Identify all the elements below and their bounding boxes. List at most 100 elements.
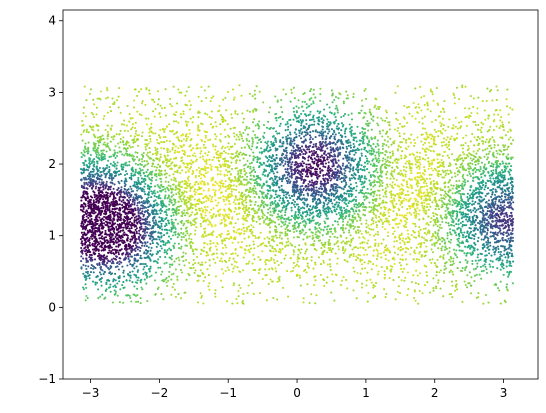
scatter-point <box>126 172 129 175</box>
scatter-point <box>214 245 217 248</box>
scatter-point <box>315 249 318 252</box>
scatter-point <box>423 148 426 151</box>
scatter-point <box>420 197 423 200</box>
scatter-point <box>372 143 375 146</box>
scatter-point <box>306 265 309 268</box>
scatter-point <box>238 84 241 87</box>
scatter-point <box>155 195 158 198</box>
scatter-point <box>440 141 443 144</box>
scatter-point <box>258 151 261 154</box>
scatter-point <box>332 150 335 153</box>
scatter-point <box>207 274 210 277</box>
scatter-point <box>221 260 224 263</box>
scatter-point <box>506 239 509 243</box>
scatter-point <box>134 168 137 171</box>
scatter-point <box>262 101 265 104</box>
scatter-point <box>162 147 166 150</box>
scatter-point <box>214 166 217 169</box>
scatter-point <box>192 258 195 261</box>
scatter-point <box>124 170 128 173</box>
scatter-point <box>123 154 126 157</box>
scatter-point <box>368 111 371 114</box>
scatter-point <box>371 263 375 266</box>
scatter-point <box>115 255 118 258</box>
scatter-point <box>381 119 384 122</box>
scatter-point <box>136 248 139 251</box>
scatter-point <box>270 256 273 260</box>
scatter-point <box>252 155 255 158</box>
scatter-point <box>265 180 268 183</box>
scatter-point <box>271 202 274 205</box>
scatter-point <box>181 169 184 172</box>
scatter-point <box>157 172 160 175</box>
scatter-point <box>224 203 227 206</box>
scatter-point <box>284 254 287 257</box>
scatter-point <box>210 168 213 172</box>
scatter-point <box>378 159 381 162</box>
scatter-point <box>169 164 172 167</box>
scatter-point <box>465 254 468 257</box>
scatter-point <box>117 231 120 234</box>
scatter-point <box>147 196 150 199</box>
scatter-point <box>228 259 231 262</box>
scatter-point <box>492 248 495 251</box>
scatter-point <box>164 187 167 191</box>
scatter-point <box>426 206 429 209</box>
scatter-point <box>391 161 394 164</box>
scatter-point <box>384 258 387 261</box>
scatter-point <box>190 238 193 241</box>
scatter-point <box>123 180 126 183</box>
scatter-point <box>436 239 440 242</box>
scatter-point <box>143 190 146 193</box>
scatter-point <box>275 270 278 273</box>
scatter-point <box>465 218 468 221</box>
scatter-point <box>449 169 452 172</box>
scatter-point <box>460 241 463 245</box>
scatter-point <box>302 301 305 304</box>
scatter-point <box>320 191 323 194</box>
scatter-point <box>180 140 183 143</box>
scatter-point <box>254 269 257 272</box>
scatter-point <box>193 152 196 155</box>
scatter-point <box>314 233 317 236</box>
scatter-point <box>396 253 399 256</box>
scatter-point <box>327 152 330 155</box>
scatter-point <box>300 248 303 251</box>
scatter-point <box>291 156 294 159</box>
scatter-point <box>86 195 89 198</box>
scatter-point <box>173 288 176 291</box>
scatter-point <box>487 202 490 205</box>
scatter-point <box>386 185 389 188</box>
scatter-point <box>158 186 162 190</box>
scatter-point <box>415 212 418 215</box>
scatter-point <box>319 180 323 183</box>
scatter-point <box>200 100 203 103</box>
scatter-point <box>399 242 402 245</box>
scatter-point <box>464 245 467 248</box>
scatter-point <box>264 260 267 263</box>
scatter-point <box>117 142 120 145</box>
scatter-point <box>240 146 243 149</box>
scatter-point <box>84 142 87 145</box>
scatter-point <box>381 181 384 184</box>
scatter-point <box>307 163 310 166</box>
scatter-point <box>204 136 207 139</box>
scatter-point <box>154 146 157 149</box>
scatter-point <box>219 173 222 176</box>
scatter-point <box>199 147 202 150</box>
scatter-point <box>186 221 190 224</box>
scatter-point <box>207 198 210 202</box>
scatter-point <box>305 151 308 154</box>
scatter-point <box>168 174 171 177</box>
scatter-point <box>346 164 349 167</box>
scatter-point <box>80 133 83 136</box>
scatter-point <box>450 135 453 138</box>
scatter-point <box>313 149 316 152</box>
scatter-point <box>357 231 360 234</box>
scatter-point <box>405 198 408 201</box>
scatter-point <box>366 159 369 162</box>
scatter-point <box>307 182 310 186</box>
scatter-point <box>133 199 136 202</box>
scatter-point <box>496 231 500 234</box>
scatter-point <box>288 137 291 140</box>
